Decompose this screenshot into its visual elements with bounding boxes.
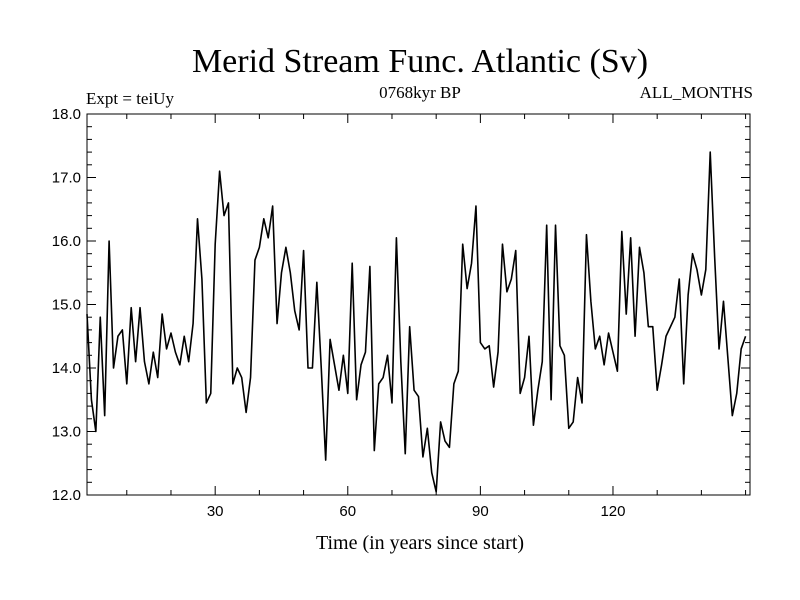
y-tick-label: 14.0 (52, 360, 81, 377)
x-tick-label: 120 (600, 503, 625, 520)
y-tick-label: 12.0 (52, 487, 81, 504)
series-line (86, 151, 747, 493)
x-tick-label: 90 (472, 503, 489, 520)
experiment-label: Expt = teiUy (86, 89, 174, 108)
chart-title: Merid Stream Func. Atlantic (Sv) (192, 43, 648, 80)
x-axis: 30 60 90 120 (126, 114, 747, 520)
plot-frame (86, 113, 751, 496)
x-axis-label: Time (in years since start) (316, 532, 524, 554)
y-tick-label: 13.0 (52, 424, 81, 441)
x-tick-label: 60 (339, 503, 356, 520)
y-tick-label: 18.0 (52, 106, 81, 123)
y-tick-label: 16.0 (52, 233, 81, 250)
y-axis: 12.0 13.0 14.0 15.0 16.0 17.0 18.0 (52, 106, 750, 504)
y-tick-label: 17.0 (52, 170, 81, 187)
y-tick-label: 15.0 (52, 297, 81, 314)
months-label: ALL_MONTHS (640, 83, 753, 102)
period-label: 0768kyr BP (379, 83, 461, 102)
x-tick-label: 30 (207, 503, 224, 520)
